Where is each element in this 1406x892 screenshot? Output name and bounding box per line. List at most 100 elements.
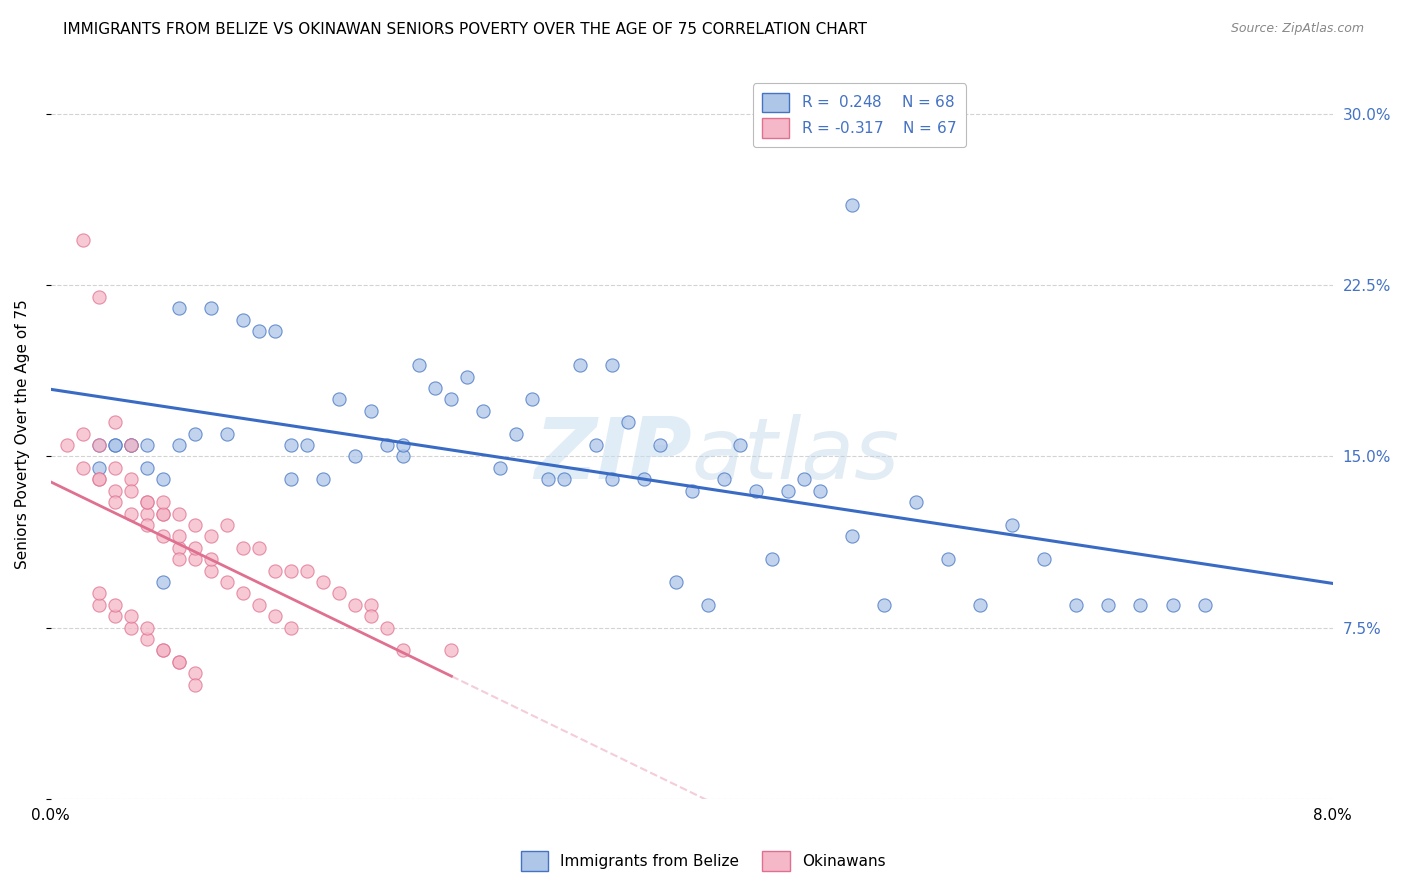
Point [104,415,127,429]
Point [520,392,543,407]
Point [456,369,478,384]
Point [696,598,718,612]
Point [280,438,302,452]
Point [167,301,190,315]
Point [1097,598,1119,612]
Point [488,461,510,475]
Point [681,483,703,498]
Point [328,586,350,600]
Point [167,507,190,521]
Point [841,529,863,543]
Point [200,301,222,315]
Point [87,461,110,475]
Point [536,472,558,486]
Point [167,552,190,566]
Point [633,472,655,486]
Point [152,529,174,543]
Point [184,426,207,441]
Point [104,438,127,452]
Point [472,404,495,418]
Point [297,438,319,452]
Point [247,324,270,338]
Point [761,552,783,566]
Point [1066,598,1088,612]
Point [120,472,142,486]
Point [120,609,142,624]
Point [568,358,591,372]
Point [1161,598,1184,612]
Point [104,609,127,624]
Point [648,438,671,452]
Point [776,483,799,498]
Point [600,472,623,486]
Point [184,541,207,555]
Point [200,564,222,578]
Point [297,564,319,578]
Point [808,483,831,498]
Text: ZIP: ZIP [534,414,692,497]
Point [152,495,174,509]
Point [247,598,270,612]
Point [969,598,991,612]
Point [440,392,463,407]
Point [184,517,207,532]
Point [312,472,335,486]
Point [167,529,190,543]
Point [167,541,190,555]
Point [72,426,94,441]
Point [232,541,254,555]
Point [232,586,254,600]
Point [87,290,110,304]
Point [665,574,688,589]
Point [841,198,863,212]
Point [136,632,159,646]
Text: IMMIGRANTS FROM BELIZE VS OKINAWAN SENIORS POVERTY OVER THE AGE OF 75 CORRELATIO: IMMIGRANTS FROM BELIZE VS OKINAWAN SENIO… [63,22,868,37]
Point [167,438,190,452]
Point [136,438,159,452]
Point [905,495,928,509]
Point [184,666,207,681]
Point [104,461,127,475]
Y-axis label: Seniors Poverty Over the Age of 75: Seniors Poverty Over the Age of 75 [15,299,30,568]
Point [312,574,335,589]
Point [247,541,270,555]
Point [360,609,382,624]
Point [217,517,239,532]
Point [264,564,287,578]
Point [232,312,254,326]
Point [728,438,751,452]
Point [120,507,142,521]
Point [120,438,142,452]
Point [505,426,527,441]
Point [217,574,239,589]
Point [745,483,768,498]
Point [136,621,159,635]
Legend: Immigrants from Belize, Okinawans: Immigrants from Belize, Okinawans [515,846,891,877]
Point [217,426,239,441]
Point [104,438,127,452]
Point [184,678,207,692]
Point [136,517,159,532]
Point [713,472,735,486]
Point [104,483,127,498]
Point [87,586,110,600]
Point [152,574,174,589]
Point [408,358,430,372]
Point [152,507,174,521]
Point [440,643,463,657]
Point [600,358,623,372]
Point [936,552,959,566]
Text: atlas: atlas [692,414,900,497]
Point [392,450,415,464]
Point [280,621,302,635]
Point [264,324,287,338]
Point [1001,517,1024,532]
Point [200,529,222,543]
Point [120,621,142,635]
Point [616,415,638,429]
Point [425,381,447,395]
Point [200,552,222,566]
Point [152,643,174,657]
Point [152,643,174,657]
Point [136,461,159,475]
